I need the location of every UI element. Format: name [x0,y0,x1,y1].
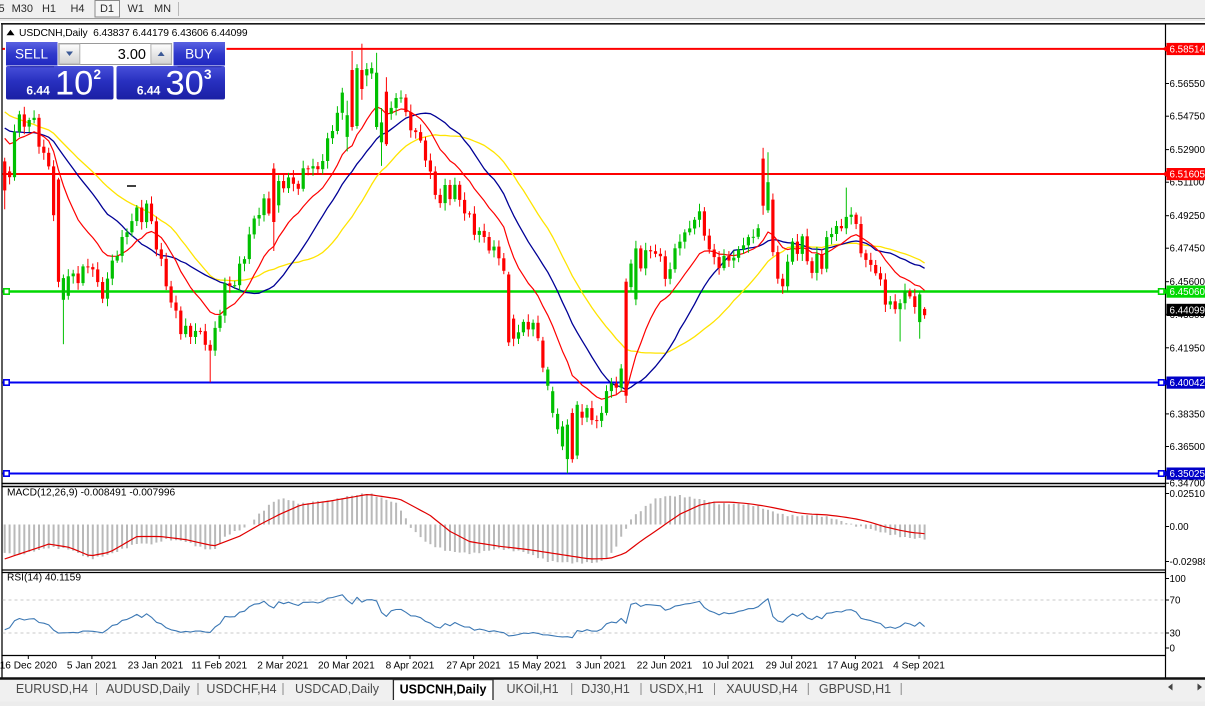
svg-text:11 Feb 2021: 11 Feb 2021 [191,661,247,672]
svg-text:6.44099: 6.44099 [1170,305,1205,316]
svg-text:70: 70 [1170,596,1181,607]
svg-text:10 Jul 2021: 10 Jul 2021 [702,661,755,672]
svg-text:17 Aug 2021: 17 Aug 2021 [827,661,884,672]
svg-text:XAUUSD,H4: XAUUSD,H4 [726,682,798,696]
svg-text:6.52900: 6.52900 [1170,145,1205,156]
svg-text:6.45600: 6.45600 [1170,277,1205,288]
svg-text:6.35025: 6.35025 [1170,469,1205,480]
svg-text:RSI(14) 40.1159: RSI(14) 40.1159 [7,573,81,584]
svg-text:H4: H4 [70,3,84,15]
svg-text:USDCNH,Daily 6.43837 6.44179: USDCNH,Daily 6.43837 6.44179 6.43606 6.4… [19,28,248,39]
svg-text:-0.02988: -0.02988 [1170,557,1205,568]
svg-text:6.58514: 6.58514 [1170,44,1205,55]
svg-text:29 Jul 2021: 29 Jul 2021 [766,661,819,672]
svg-text:6.34700: 6.34700 [1170,479,1205,490]
svg-text:10: 10 [55,65,93,103]
svg-text:100: 100 [1170,574,1187,585]
svg-text:6.41950: 6.41950 [1170,343,1205,354]
svg-text:USDCHF,H4: USDCHF,H4 [206,682,276,696]
svg-text:0: 0 [1170,644,1176,655]
svg-text:3: 3 [204,67,212,82]
svg-text:2 Mar 2021: 2 Mar 2021 [257,661,308,672]
svg-text:SELL: SELL [15,47,49,62]
svg-text:D1: D1 [100,3,114,15]
svg-text:5 Jan 2021: 5 Jan 2021 [67,661,117,672]
svg-text:6.49250: 6.49250 [1170,211,1205,222]
svg-text:6.51605: 6.51605 [1170,170,1205,181]
svg-text:0.025108: 0.025108 [1170,489,1205,500]
svg-text:USDCNH,Daily: USDCNH,Daily [400,683,487,697]
svg-text:USDX,H1: USDX,H1 [649,682,703,696]
svg-text:BUY: BUY [185,47,213,62]
svg-text:27 Apr 2021: 27 Apr 2021 [446,661,501,672]
svg-text:6.44: 6.44 [137,83,161,97]
svg-text:23 Jan 2021: 23 Jan 2021 [128,661,184,672]
svg-text:DJ30,H1: DJ30,H1 [581,682,630,696]
svg-text:6.36500: 6.36500 [1170,442,1205,453]
svg-text:30: 30 [1170,629,1181,640]
svg-text:4 Sep 2021: 4 Sep 2021 [893,661,945,672]
svg-text:3 Jun 2021: 3 Jun 2021 [576,661,626,672]
svg-text:3.00: 3.00 [118,47,146,63]
svg-text:H1: H1 [42,3,56,15]
svg-text:6.47450: 6.47450 [1170,244,1205,255]
svg-text:2: 2 [94,67,102,82]
svg-text:6.45060: 6.45060 [1170,287,1205,298]
svg-text:EURUSD,H4: EURUSD,H4 [16,682,88,696]
svg-text:20 Mar 2021: 20 Mar 2021 [318,661,375,672]
svg-text:6.51100: 6.51100 [1170,178,1205,189]
svg-text:0.00: 0.00 [1170,522,1190,533]
svg-text:USDCAD,Daily: USDCAD,Daily [295,682,380,696]
svg-text:6.56550: 6.56550 [1170,79,1205,90]
svg-text:8 Apr 2021: 8 Apr 2021 [386,661,435,672]
svg-text:6.40042: 6.40042 [1170,378,1205,389]
svg-text:15 May 2021: 15 May 2021 [508,661,567,672]
svg-text:6.38350: 6.38350 [1170,409,1205,420]
svg-text:6.44: 6.44 [26,83,50,97]
svg-text:30: 30 [166,65,204,103]
svg-text:MN: MN [154,3,171,15]
svg-text:16 Dec 2020: 16 Dec 2020 [0,661,57,672]
svg-text:5: 5 [0,3,5,15]
svg-text:MACD(12,26,9) -0.008491 -0.007: MACD(12,26,9) -0.008491 -0.007996 [7,488,176,499]
svg-text:UKOil,H1: UKOil,H1 [506,682,558,696]
svg-text:GBPUSD,H1: GBPUSD,H1 [819,682,891,696]
svg-text:22 Jun 2021: 22 Jun 2021 [637,661,693,672]
svg-text:M30: M30 [12,3,33,15]
svg-text:W1: W1 [128,3,145,15]
svg-text:AUDUSD,Daily: AUDUSD,Daily [106,682,191,696]
svg-text:6.54750: 6.54750 [1170,112,1205,123]
